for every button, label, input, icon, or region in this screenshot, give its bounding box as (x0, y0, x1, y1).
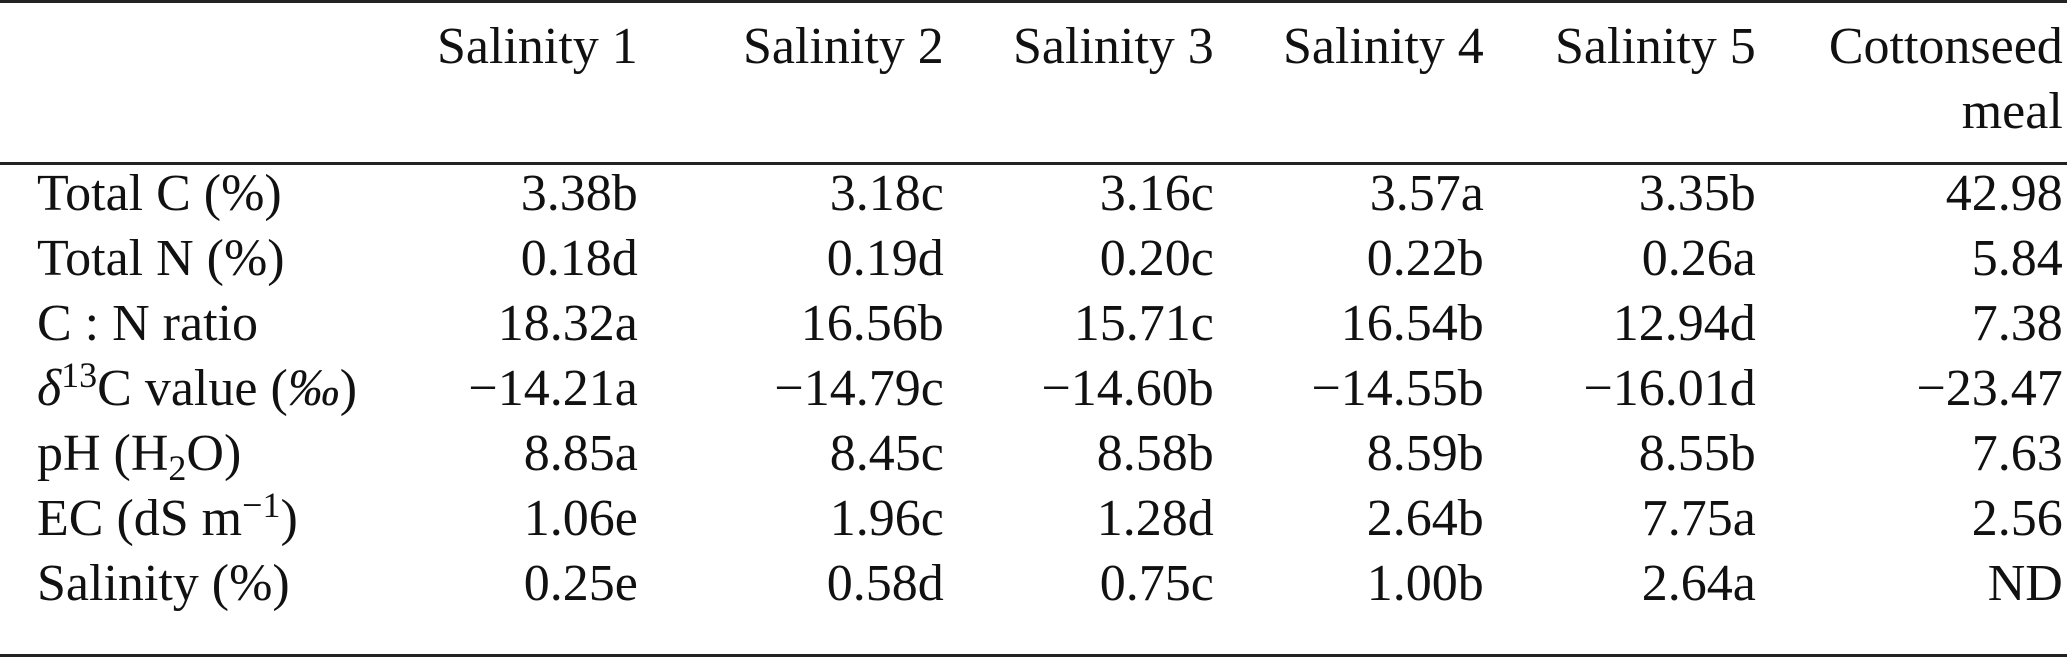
table-cell: 12.94d (1612, 295, 1756, 352)
table-cell: 0.26a (1641, 230, 1756, 287)
row-label-part: C : N ratio (37, 295, 258, 352)
table-cell: 3.18c (829, 165, 944, 222)
table-cell: 3.57a (1369, 165, 1484, 222)
table-cell: −16.01d (1583, 360, 1756, 417)
row-label: C : N ratio (37, 291, 437, 356)
row-label-part: ) (339, 360, 358, 417)
table-cell: 1.06e (523, 490, 638, 547)
row-label-part: C value ( (97, 360, 288, 417)
table-cell: 0.18d (520, 230, 638, 287)
row-label-part: ) (280, 490, 298, 547)
table-cell: −23.47 (1916, 360, 2063, 417)
table-cell: −14.60b (1041, 360, 1214, 417)
row-label: Total N (%) (37, 226, 437, 291)
table-cell: 2.56 (1971, 490, 2063, 547)
table-cell: −14.79c (774, 360, 944, 417)
table-cell: 42.98 (1945, 165, 2063, 222)
table-cell: 1.96c (829, 490, 944, 547)
table-cell: 3.16c (1099, 165, 1214, 222)
header-salinity-3: Salinity 3 (1013, 18, 1214, 75)
row-label-part: EC (dS m (37, 490, 243, 547)
header-rule (0, 162, 2067, 165)
header-salinity-5: Salinity 5 (1555, 18, 1756, 75)
header-empty (37, 0, 437, 148)
row-label-part: Total C (%) (37, 165, 282, 222)
row-label: δ13C value (‰) (37, 356, 437, 421)
header-line: meal (1961, 83, 2063, 140)
table-row: EC (dS m−1) 1.06e 1.96c 1.28d 2.64b 7.75a 2.56 (37, 486, 2063, 551)
table-cell: 0.75c (1099, 555, 1214, 612)
table-cell: 16.56b (800, 295, 944, 352)
table-row: C : N ratio 18.32a 16.56b 15.71c 16.54b 12.94… (37, 291, 2063, 356)
table-cell: 0.25e (523, 555, 638, 612)
table-cell: 7.75a (1641, 490, 1756, 547)
header-cottonseed-meal: Cottonseed meal (1756, 0, 2063, 148)
soil-properties-table: Salinity 1 Salinity 2 Salinity 3 Salinit… (37, 0, 2063, 616)
row-label: EC (dS m−1) (37, 486, 437, 551)
table-row: Total C (%) 3.38b 3.18c 3.16c 3.57a 3.35b 42.9… (37, 148, 2063, 226)
table-cell: 8.59b (1366, 425, 1484, 482)
table-cell: ND (1987, 555, 2063, 612)
bottom-rule (0, 654, 2067, 657)
table-cell: 8.85a (523, 425, 638, 482)
table-cell: 3.38b (520, 165, 638, 222)
row-label-part: 2 (168, 448, 187, 488)
header-row: Salinity 1 Salinity 2 Salinity 3 Salinit… (37, 0, 2063, 148)
table-cell: 5.84 (1971, 230, 2063, 287)
table-cell: 0.20c (1099, 230, 1214, 287)
header-salinity-4: Salinity 4 (1283, 18, 1484, 75)
table-cell: 0.58d (826, 555, 944, 612)
row-label-part: Salinity (%) (37, 555, 290, 612)
header-line: Cottonseed (1828, 18, 2063, 75)
row-label-part: Total N (%) (37, 230, 285, 287)
table-cell: 3.35b (1638, 165, 1756, 222)
row-label-part: O) (186, 425, 242, 482)
table-cell: 2.64b (1366, 490, 1484, 547)
table-row: Total N (%) 0.18d 0.19d 0.20c 0.22b 0.26a 5.84 (37, 226, 2063, 291)
top-rule (0, 0, 2067, 3)
table-cell: 8.55b (1638, 425, 1756, 482)
table-cell: 8.58b (1096, 425, 1214, 482)
table-cell: 1.28d (1096, 490, 1214, 547)
table-row: δ13C value (‰) −14.21a −14.79c −14.60b −14.5… (37, 356, 2063, 421)
row-label-part: pH (H (37, 425, 169, 482)
row-label: pH (H2O) (37, 421, 437, 486)
row-label-part: 13 (61, 355, 98, 395)
table-cell: 8.45c (829, 425, 944, 482)
table-cell: 2.64a (1641, 555, 1756, 612)
table-cell: 1.00b (1366, 555, 1484, 612)
row-label-part: −1 (242, 485, 281, 525)
table-cell: −14.55b (1311, 360, 1484, 417)
table-cell: 0.22b (1366, 230, 1484, 287)
table-cell: 7.63 (1971, 425, 2063, 482)
row-label-part: ‰ (287, 360, 340, 417)
row-label-part: δ (37, 360, 62, 417)
table-row: pH (H2O) 8.85a 8.45c 8.58b 8.59b 8.55b 7.63 (37, 421, 2063, 486)
table-cell: 16.54b (1340, 295, 1484, 352)
table-row: Salinity (%) 0.25e 0.58d 0.75c 1.00b 2.64a ND (37, 551, 2063, 616)
table-cell: 7.38 (1971, 295, 2063, 352)
header-salinity-1: Salinity 1 (437, 18, 638, 75)
header-salinity-2: Salinity 2 (743, 18, 944, 75)
row-label: Salinity (%) (37, 551, 437, 616)
table-cell: −14.21a (468, 360, 638, 417)
table-cell: 15.71c (1073, 295, 1214, 352)
table-cell: 18.32a (497, 295, 638, 352)
table-cell: 0.19d (826, 230, 944, 287)
row-label: Total C (%) (37, 148, 437, 226)
